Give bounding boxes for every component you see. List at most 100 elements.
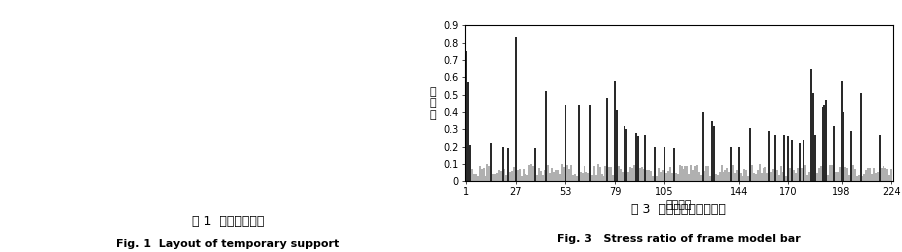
Bar — [713, 126, 715, 181]
Bar — [631, 169, 633, 181]
Bar — [597, 164, 599, 181]
Bar — [652, 176, 654, 181]
Bar — [875, 173, 877, 181]
Bar — [688, 174, 690, 181]
Bar — [810, 69, 812, 181]
Bar — [726, 168, 728, 181]
Bar — [791, 140, 793, 181]
Bar — [709, 176, 711, 181]
Bar — [879, 135, 880, 181]
Bar — [750, 128, 751, 181]
Bar — [548, 165, 549, 181]
Bar — [769, 131, 770, 181]
Bar — [505, 175, 508, 181]
Bar — [728, 172, 731, 181]
Bar — [723, 172, 724, 181]
Bar — [475, 174, 477, 181]
Text: Fig. 1  Layout of temporary support: Fig. 1 Layout of temporary support — [116, 239, 339, 249]
Bar — [491, 143, 492, 181]
Bar — [502, 147, 503, 181]
Bar — [673, 148, 675, 181]
Bar — [793, 170, 795, 181]
Bar — [650, 171, 652, 181]
Bar — [662, 170, 664, 181]
Bar — [759, 164, 760, 181]
Bar — [625, 129, 628, 181]
Bar — [715, 174, 717, 181]
Bar — [494, 174, 496, 181]
Bar — [620, 169, 621, 181]
Bar — [683, 169, 685, 181]
Bar — [557, 170, 558, 181]
Bar — [734, 173, 736, 181]
Bar — [825, 100, 827, 181]
Bar — [520, 176, 522, 181]
Bar — [471, 169, 474, 181]
Bar — [640, 167, 642, 181]
Bar — [469, 145, 471, 181]
Bar — [616, 110, 618, 181]
Bar — [671, 173, 673, 181]
Bar — [711, 121, 713, 181]
Bar — [776, 170, 778, 181]
Bar — [686, 167, 688, 181]
Bar — [549, 173, 551, 181]
Bar — [692, 170, 694, 181]
Bar — [690, 165, 692, 181]
Bar — [803, 140, 805, 181]
Y-axis label: 应
力
比: 应 力 比 — [429, 87, 436, 120]
Bar — [522, 169, 525, 181]
Bar — [890, 169, 892, 181]
Bar — [805, 165, 806, 181]
Bar — [479, 166, 481, 181]
Bar — [831, 165, 833, 181]
Bar — [541, 175, 544, 181]
Bar — [623, 126, 625, 181]
Bar — [844, 167, 846, 181]
Bar — [774, 135, 776, 181]
Bar — [576, 176, 578, 181]
Bar — [724, 170, 726, 181]
Bar — [507, 148, 510, 181]
Bar — [635, 133, 637, 181]
Bar — [658, 169, 659, 181]
Bar — [647, 170, 649, 181]
Bar — [861, 176, 863, 181]
Bar — [566, 165, 568, 181]
Bar — [628, 172, 630, 181]
Bar — [539, 171, 541, 181]
Bar — [812, 93, 814, 181]
Bar — [517, 170, 519, 181]
Bar — [467, 82, 469, 181]
Bar — [743, 169, 745, 181]
Bar — [574, 174, 576, 181]
Bar — [877, 172, 879, 181]
Bar — [846, 168, 848, 181]
Bar — [621, 172, 623, 181]
Bar — [787, 136, 789, 181]
Bar — [527, 175, 529, 181]
Bar — [654, 147, 656, 181]
Bar — [784, 135, 786, 181]
Bar — [551, 168, 553, 181]
Bar — [816, 173, 818, 181]
Bar — [850, 131, 852, 181]
Bar — [515, 37, 517, 181]
Bar — [669, 167, 671, 181]
Bar — [829, 165, 831, 181]
Bar — [513, 167, 515, 181]
Bar — [639, 168, 640, 181]
Bar — [570, 165, 572, 181]
Bar — [608, 167, 610, 181]
Bar — [511, 171, 513, 181]
Bar — [755, 174, 757, 181]
Bar — [610, 167, 612, 181]
Bar — [510, 172, 511, 181]
Bar — [863, 174, 865, 181]
Bar — [694, 166, 696, 181]
Bar — [880, 168, 882, 181]
Bar — [745, 170, 747, 181]
Bar — [587, 173, 589, 181]
Bar — [789, 168, 791, 181]
Bar — [529, 165, 530, 181]
